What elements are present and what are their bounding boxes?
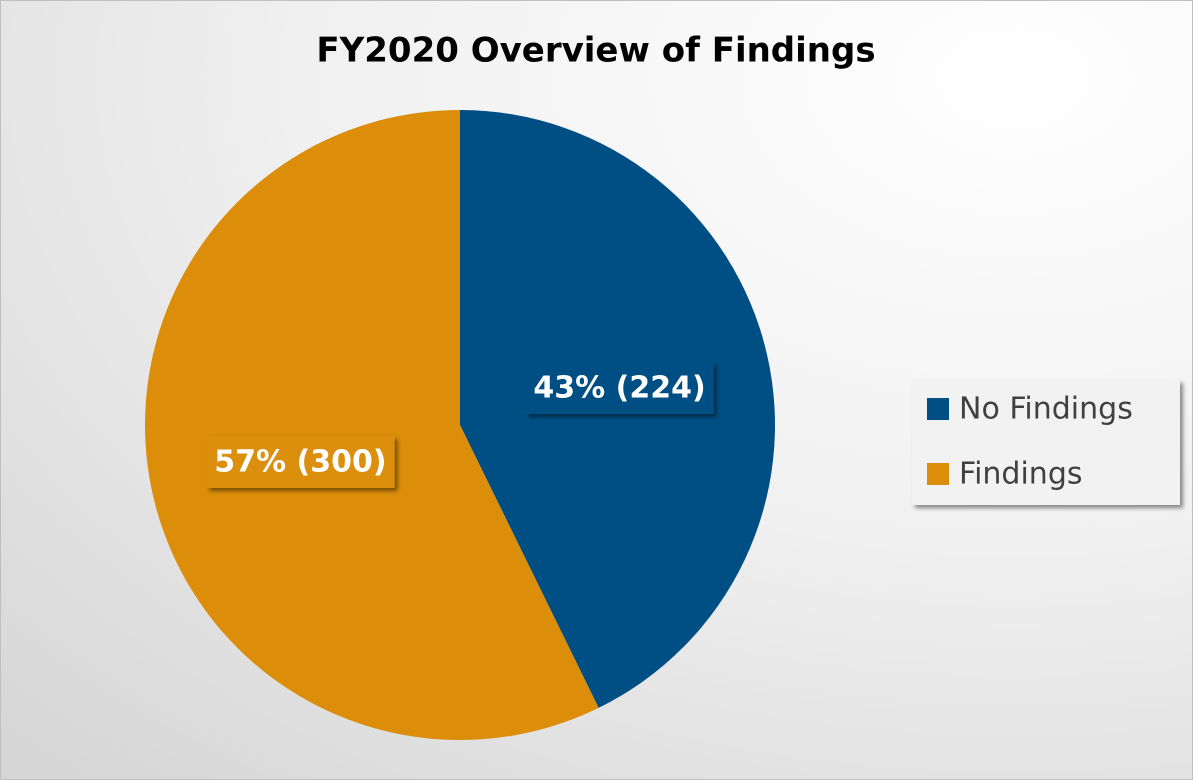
chart-title: FY2020 Overview of Findings [316, 31, 875, 71]
data-label-box [525, 362, 714, 415]
legend-label: Findings [959, 457, 1083, 492]
pie [145, 110, 776, 740]
data-label-text: 43% (224) [533, 371, 705, 406]
data-label: 43% (224) [525, 362, 714, 415]
legend-swatch [927, 398, 949, 420]
data-label: 57% (300) [206, 435, 395, 488]
legend: No Findings Findings [927, 392, 1133, 492]
data-label-box [206, 435, 395, 488]
legend-box [912, 380, 1180, 505]
legend-label: No Findings [959, 392, 1133, 427]
data-labels: 43% (224) 57% (300) [206, 362, 714, 488]
legend-swatch [927, 463, 949, 485]
data-label-text: 57% (300) [214, 444, 386, 479]
pie-slice [145, 110, 599, 740]
